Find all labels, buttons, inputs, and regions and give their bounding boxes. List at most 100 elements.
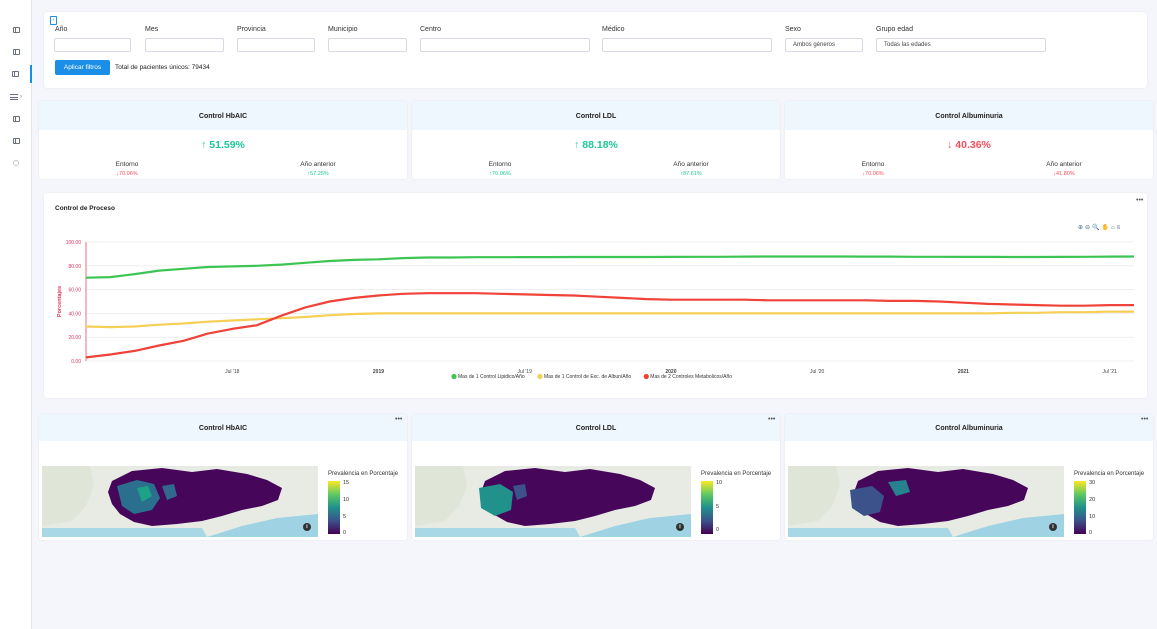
legend-tick: 30 (1089, 480, 1096, 486)
zoom-in-icon[interactable]: ⊕ (1078, 225, 1084, 231)
y-tick-label: 0.00 (71, 359, 81, 365)
choropleth-map[interactable]: i (788, 466, 1064, 537)
more-options-icon[interactable]: ••• (1136, 197, 1144, 204)
x-tick-label: Jul '19 (518, 369, 533, 375)
legend-tick: 0 (1089, 530, 1093, 536)
kpi-value: ↑ 88.18% (574, 139, 618, 151)
kpi-entorno-label: Entorno (861, 161, 885, 168)
legend-tick: 5 (716, 504, 720, 510)
sex-select[interactable]: Ambos géneros (785, 38, 863, 52)
filter-panel: ‹ Año Mes Provincia Municipio Centro Méd… (44, 12, 1147, 88)
kpi-card-hbaic: Control HbAIC ↑ 51.59% Entorno ↓70.06% A… (39, 101, 407, 179)
map-title: Control Albuminuria (785, 414, 1153, 441)
legend-tick: 20 (1089, 497, 1096, 503)
info-icon[interactable]: i (303, 523, 311, 531)
map-card-hbaic: Control HbAIC ••• i Prevalencia en Porce… (39, 414, 407, 540)
kpi-prev-label: Año anterior (300, 161, 336, 168)
series-line-2 (85, 310, 1134, 329)
map-title: Control LDL (412, 414, 780, 441)
kpi-title: Control HbAIC (39, 101, 407, 130)
sidebar-item-3[interactable] (0, 65, 32, 83)
kpi-prev-label: Año anterior (1046, 161, 1082, 168)
choropleth-map[interactable]: i (42, 466, 318, 537)
kpi-entorno-value: ↓70.06% (862, 171, 884, 177)
legend-tick: 0 (343, 530, 347, 536)
kpi-entorno-value: ↓70.06% (116, 171, 138, 177)
legend-label-1: Mas de 1 Control Lipidico/Año (458, 374, 525, 380)
collapse-button[interactable]: ‹ (50, 16, 57, 25)
map-title: Control HbAIC (39, 414, 407, 441)
kpi-prev-value: ↑57.25% (307, 171, 329, 177)
y-tick-label: 100.00 (66, 240, 82, 246)
kpi-value: ↑ 51.59% (201, 139, 245, 151)
sidebar-item-5[interactable] (0, 110, 32, 128)
legend-marker-2 (537, 373, 543, 380)
zoom-out-icon[interactable]: ⊖ (1085, 225, 1091, 231)
month-select[interactable] (145, 38, 224, 52)
kpi-entorno-value: ↑70.06% (489, 171, 511, 177)
center-select[interactable] (420, 38, 590, 52)
color-scale-bar (328, 481, 340, 534)
chart-toolbar: ⊕ ⊖ 🔍 ✋ ⌂ ≡ (1078, 225, 1120, 232)
kpi-card-albuminuria: Control Albuminuria ↓ 40.36% Entorno ↓70… (785, 101, 1153, 179)
menu-icon[interactable]: ≡ (1116, 225, 1121, 231)
color-scale-bar (701, 481, 713, 534)
sidebar-item-7[interactable] (0, 154, 32, 172)
filter-label-center: Centro (420, 26, 442, 33)
filter-label-year: Año (55, 26, 68, 33)
home-icon[interactable]: ⌂ (1111, 225, 1115, 231)
more-options-icon[interactable]: ••• (395, 416, 403, 423)
legend-title: Prevalencia en Porcentaje (1074, 471, 1145, 477)
kpi-entorno-label: Entorno (115, 161, 139, 168)
x-tick-label: 2020 (665, 369, 676, 375)
map-card-ldl: Control LDL ••• i Prevalencia en Porcent… (412, 414, 780, 540)
pan-icon[interactable]: ✋ (1101, 225, 1110, 231)
sidebar-item-2[interactable] (0, 43, 32, 61)
kpi-title: Control LDL (412, 101, 780, 130)
legend-tick: 0 (716, 527, 720, 533)
circle-icon (13, 160, 19, 166)
province-select[interactable] (237, 38, 315, 52)
year-select[interactable] (54, 38, 131, 52)
sidebar-item-1[interactable] (0, 21, 32, 39)
sidebar-item-4[interactable]: › (0, 88, 32, 106)
panel-icon (12, 116, 20, 122)
y-axis-label: Porcentajes (57, 286, 63, 317)
sidebar-item-6[interactable] (0, 132, 32, 150)
x-tick-label: Jul '21 (1102, 369, 1117, 375)
series-line-3 (85, 292, 1134, 359)
y-tick-label: 20.00 (68, 335, 81, 341)
map-card-albuminuria: Control Albuminuria ••• i Prevalencia en… (785, 414, 1153, 540)
magnifier-icon[interactable]: 🔍 (1092, 225, 1100, 231)
apply-filters-button[interactable]: Aplicar filtros (55, 60, 110, 75)
legend-tick: 10 (343, 497, 350, 503)
color-scale-bar (1074, 481, 1086, 534)
kpi-value: ↓ 40.36% (947, 139, 991, 151)
x-tick-label: 2021 (958, 369, 969, 375)
legend-title: Prevalencia en Porcentaje (701, 471, 772, 477)
legend-tick: 15 (343, 480, 350, 486)
legend-label-2: Mas de 1 Control de Exc. de Albun/Año (544, 374, 631, 380)
filter-label-province: Provincia (237, 26, 266, 33)
info-icon[interactable]: i (676, 523, 684, 531)
kpi-card-ldl: Control LDL ↑ 88.18% Entorno ↑70.06% Año… (412, 101, 780, 179)
map-graphic (788, 466, 1064, 537)
municipality-select[interactable] (328, 38, 407, 52)
doctor-select[interactable] (602, 38, 772, 52)
choropleth-map[interactable]: i (415, 466, 691, 537)
legend-label-3: Mas de 2 Controles Metabolicos/Año (650, 374, 732, 380)
age-group-select[interactable]: Todas las edades (876, 38, 1046, 52)
filter-label-month: Mes (145, 26, 159, 33)
filter-label-municipality: Municipio (328, 26, 358, 33)
map-graphic (415, 466, 691, 537)
kpi-prev-value: ↓41.80% (1053, 171, 1075, 177)
panel-icon (12, 49, 20, 55)
legend-marker-1 (451, 373, 457, 380)
legend-tick: 10 (716, 480, 723, 486)
chart-title: Control de Proceso (55, 205, 115, 212)
filter-label-age-group: Grupo edad (876, 26, 913, 33)
more-options-icon[interactable]: ••• (768, 416, 776, 423)
info-icon[interactable]: i (1049, 523, 1057, 531)
more-options-icon[interactable]: ••• (1141, 416, 1149, 423)
legend-title: Prevalencia en Porcentaje (328, 471, 399, 477)
